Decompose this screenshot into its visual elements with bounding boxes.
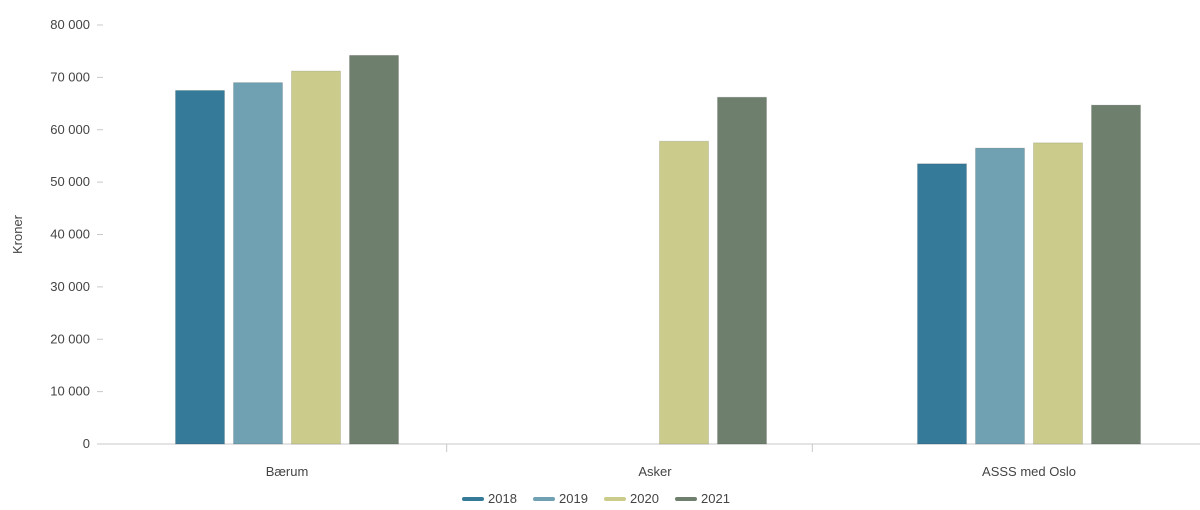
- bar-2018-2: [918, 164, 967, 444]
- y-tick-label: 50 000: [50, 174, 90, 189]
- y-tick-label: 20 000: [50, 331, 90, 346]
- bar-2019-0: [234, 83, 283, 444]
- legend-label-2021: 2021: [701, 491, 730, 506]
- bars: [176, 55, 1141, 444]
- x-axis: Bærum Asker ASSS med Oslo: [103, 444, 1200, 479]
- y-tick-label: 70 000: [50, 69, 90, 84]
- y-tick-label: 0: [83, 436, 90, 451]
- legend: 2018 2019 2020 2021: [464, 491, 730, 506]
- bar-2019-2: [976, 148, 1025, 444]
- y-tick-label: 30 000: [50, 279, 90, 294]
- x-category-label: Bærum: [266, 464, 309, 479]
- legend-label-2018: 2018: [488, 491, 517, 506]
- bar-2021-1: [718, 97, 767, 444]
- x-category-label: Asker: [638, 464, 672, 479]
- y-axis: 0 10 000 20 000 30 000 40 000 50 000 60 000 70 …: [50, 17, 103, 451]
- bar-2021-0: [350, 55, 399, 444]
- y-tick-label: 60 000: [50, 122, 90, 137]
- legend-label-2020: 2020: [630, 491, 659, 506]
- bar-2021-2: [1092, 105, 1141, 444]
- bar-2020-2: [1034, 143, 1083, 444]
- legend-label-2019: 2019: [559, 491, 588, 506]
- y-tick-label: 40 000: [50, 227, 90, 242]
- x-category-label: ASSS med Oslo: [982, 464, 1076, 479]
- bar-2018-0: [176, 90, 225, 444]
- bar-2020-1: [660, 141, 709, 444]
- bar-2020-0: [292, 71, 341, 444]
- y-tick-label: 10 000: [50, 384, 90, 399]
- y-tick-label: 80 000: [50, 17, 90, 32]
- y-axis-title: Kroner: [10, 214, 25, 254]
